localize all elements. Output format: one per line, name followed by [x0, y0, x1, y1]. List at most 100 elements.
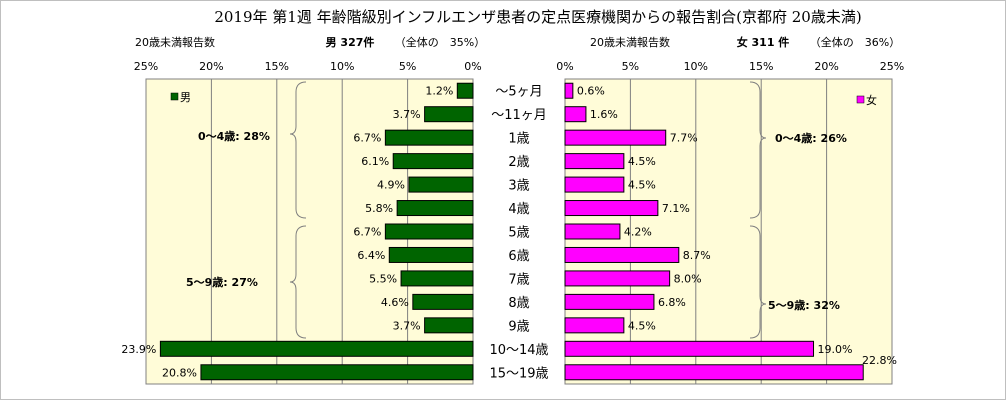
female-bar: [564, 129, 667, 146]
female-bar: [564, 153, 625, 170]
female-data-label: 19.0%: [818, 343, 853, 356]
female-data-labels: 0.6% 1.6% 7.7% 4.5% 4.5% 7.1% 4.2% 8.7% 8.0% 6.8%…: [577, 85, 897, 367]
female-axis-ticks: 0% 5% 10% 15% 20% 25%: [556, 60, 904, 73]
female-bar: [564, 364, 864, 381]
female-tick-label: 10%: [684, 60, 708, 73]
age-category-label: ～5ヶ月: [495, 85, 542, 100]
female-data-label: 0.6%: [577, 85, 605, 98]
male-bar: [424, 317, 474, 334]
female-data-label: 7.1%: [662, 202, 690, 215]
male-data-label: 4.9%: [377, 179, 405, 192]
female-data-label: 1.6%: [590, 108, 618, 121]
male-bar: [408, 176, 474, 193]
male-axis-ticks: 25% 20% 15% 10% 5% 0%: [134, 60, 482, 73]
female-tick-label: 5%: [622, 60, 639, 73]
male-caption: 20歳未満報告数: [135, 36, 215, 49]
male-tick-label: 5%: [399, 60, 416, 73]
female-bar: [564, 340, 815, 357]
female-data-label: 7.7%: [670, 132, 698, 145]
female-legend-label: 女: [866, 93, 877, 107]
male-brace-5-9: [289, 225, 307, 339]
male-data-label: 6.7%: [353, 225, 381, 238]
male-bar: [384, 223, 474, 240]
male-legend: 男: [170, 91, 191, 104]
female-legend: 女: [856, 93, 877, 107]
age-category-label: 6歳: [508, 249, 529, 264]
female-legend-swatch: [856, 95, 865, 104]
male-bar: [400, 270, 474, 287]
male-tick-label: 25%: [134, 60, 158, 73]
female-tick-label: 25%: [880, 60, 904, 73]
male-bar: [388, 246, 474, 263]
age-category-label: 9歳: [508, 319, 529, 334]
female-data-label: 4.5%: [628, 155, 656, 168]
age-category-label: 1歳: [508, 132, 529, 147]
male-data-label: 5.8%: [365, 202, 393, 215]
female-brace-0-4: [749, 81, 767, 219]
female-data-label: 4.2%: [624, 225, 652, 238]
age-category-label: ～11ヶ月: [491, 108, 547, 123]
age-category-label: 5歳: [508, 225, 529, 240]
female-data-label: 4.5%: [628, 179, 656, 192]
age-category-label: 7歳: [508, 272, 529, 287]
male-bar: [456, 82, 474, 99]
male-data-labels: 1.2% 3.7% 6.7% 6.1% 4.9% 5.8% 6.7% 6.4% 5.5% 4.6%…: [121, 85, 453, 380]
female-tick-label: 20%: [814, 60, 838, 73]
male-group-label-0-4: 0～4歳: 28%: [198, 129, 270, 143]
male-tick-label: 0%: [464, 60, 481, 73]
male-tick-label: 20%: [199, 60, 223, 73]
female-data-label: 8.0%: [674, 272, 702, 285]
male-data-label: 1.2%: [425, 85, 453, 98]
male-summary: 男 327件: [326, 35, 375, 49]
age-category-label: 3歳: [508, 179, 529, 194]
age-category-label: 2歳: [508, 155, 529, 170]
male-share: （全体の 35%）: [395, 35, 485, 49]
age-category-label: 4歳: [508, 202, 529, 217]
female-bar: [564, 223, 621, 240]
male-data-label: 20.8%: [162, 366, 197, 379]
female-bar: [564, 246, 680, 263]
chart-title: 2019年 第1週 年齢階級別インフルエンザ患者の定点医療機関からの報告割合(京…: [214, 8, 861, 26]
female-bar: [564, 106, 587, 123]
male-data-label: 3.7%: [393, 108, 421, 121]
female-summary: 女 311 件: [737, 35, 790, 49]
age-category-labels: ～5ヶ月 ～11ヶ月 1歳 2歳 3歳 4歳 5歳 6歳 7歳 8歳 9歳 10～14歳 15～19歳: [489, 85, 548, 382]
female-bars: [564, 82, 864, 381]
female-data-label: 6.8%: [658, 296, 686, 309]
male-data-label: 23.9%: [121, 343, 156, 356]
male-data-label: 6.4%: [357, 249, 385, 262]
female-data-label: 8.7%: [683, 249, 711, 262]
female-bar: [564, 317, 625, 334]
male-bar: [159, 340, 474, 357]
male-bar: [412, 293, 474, 310]
female-bar: [564, 82, 574, 99]
male-bar: [396, 200, 474, 217]
male-data-label: 5.5%: [369, 272, 397, 285]
male-group-label-5-9: 5～9歳: 27%: [186, 275, 258, 289]
male-brace-0-4: [289, 81, 307, 219]
male-legend-swatch: [170, 92, 179, 101]
male-bar: [200, 364, 474, 381]
female-caption: 20歳未満報告数: [590, 36, 670, 49]
female-bar: [564, 270, 671, 287]
male-data-label: 4.6%: [381, 296, 409, 309]
age-category-label: 8歳: [508, 296, 529, 311]
male-legend-label: 男: [180, 91, 191, 104]
male-tick-label: 15%: [265, 60, 289, 73]
male-tick-label: 10%: [330, 60, 354, 73]
female-tick-label: 15%: [749, 60, 773, 73]
female-share: （全体の 36%）: [810, 35, 900, 49]
male-data-label: 3.7%: [393, 319, 421, 332]
female-brace-5-9: [749, 225, 767, 339]
male-bars: [159, 82, 474, 381]
age-category-label: 15～19歳: [489, 366, 548, 381]
female-group-label-0-4: 0～4歳: 26%: [775, 131, 847, 145]
age-category-label: 10～14歳: [489, 343, 548, 358]
male-data-label: 6.1%: [361, 155, 389, 168]
female-data-label: 4.5%: [628, 319, 656, 332]
female-gridlines: [629, 79, 828, 384]
female-group-label-5-9: 5～9歳: 32%: [768, 298, 840, 312]
male-bar: [384, 129, 474, 146]
male-bar: [424, 106, 474, 123]
